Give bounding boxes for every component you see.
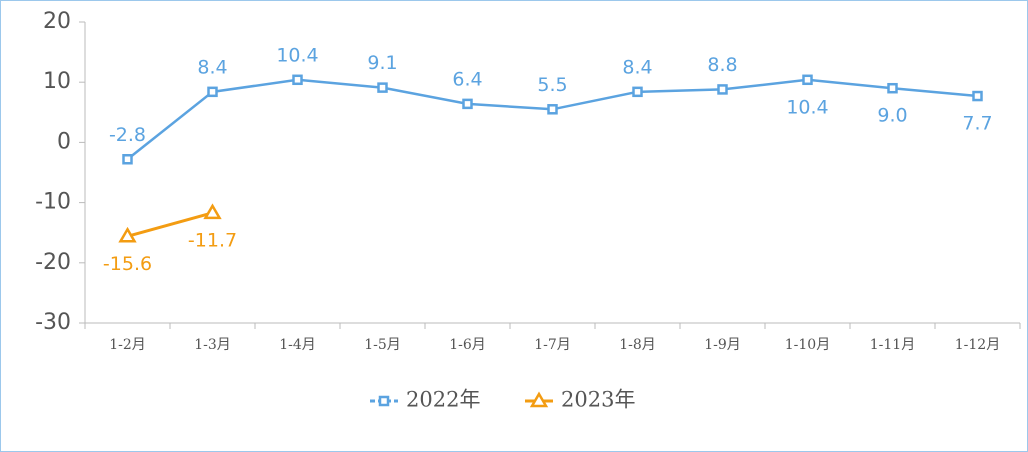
point-marker — [972, 90, 983, 102]
value-label: -15.6 — [103, 253, 152, 275]
y-tick-label: 20 — [43, 9, 71, 34]
value-label: 9.0 — [877, 105, 907, 127]
legend-marker — [529, 391, 549, 408]
point-marker — [292, 74, 303, 86]
value-label: -11.7 — [188, 229, 237, 251]
value-label: 8.4 — [622, 56, 652, 78]
point-marker — [717, 84, 728, 95]
legend-label: 2022年 — [406, 388, 480, 412]
point-marker — [462, 98, 473, 110]
point-marker — [632, 86, 643, 98]
x-tick-label: 1-4月 — [279, 337, 316, 353]
value-label: 10.4 — [276, 44, 318, 66]
x-tick-label: 1-6月 — [449, 337, 486, 353]
value-label: 7.7 — [962, 113, 992, 135]
value-label: 5.5 — [537, 74, 567, 96]
legend-label: 2023年 — [561, 388, 635, 412]
point-marker — [122, 154, 133, 165]
x-tick-label: 1-9月 — [704, 337, 741, 353]
point-marker — [547, 104, 558, 115]
y-tick-label: -20 — [35, 250, 71, 275]
point-marker — [802, 74, 813, 86]
y-tick-label: -10 — [35, 190, 71, 215]
x-tick-label: 1-7月 — [534, 337, 571, 353]
y-tick-label: 10 — [43, 69, 71, 94]
series-line — [127, 211, 213, 238]
y-tick-label: -30 — [35, 310, 71, 335]
point-marker — [207, 86, 218, 98]
value-label: 9.1 — [367, 52, 397, 74]
point-marker — [118, 226, 137, 243]
value-label: 10.4 — [786, 96, 828, 118]
point-marker — [377, 82, 388, 93]
value-label: 6.4 — [452, 68, 482, 90]
x-tick-label: 1-8月 — [619, 337, 656, 353]
x-tick-label: 1-3月 — [194, 337, 231, 353]
point-marker — [887, 82, 898, 94]
y-tick-label: 0 — [57, 129, 71, 154]
value-label: 8.4 — [197, 56, 227, 78]
x-tick-label: 1-11月 — [870, 337, 915, 353]
legend-marker — [378, 395, 390, 407]
x-tick-label: 1-12月 — [955, 337, 1000, 353]
x-tick-label: 1-2月 — [109, 337, 146, 353]
value-label: -2.8 — [109, 124, 146, 146]
value-label: 8.8 — [707, 54, 737, 76]
point-marker — [203, 203, 222, 220]
x-tick-label: 1-10月 — [785, 337, 830, 353]
x-tick-label: 1-5月 — [364, 337, 401, 353]
